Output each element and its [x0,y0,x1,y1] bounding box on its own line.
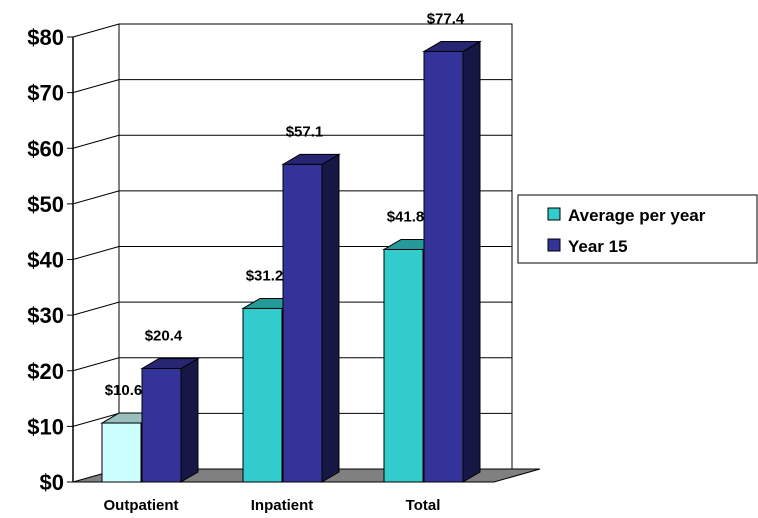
bar-front [423,50,464,483]
bar-front [101,422,142,483]
bar-side [321,153,340,483]
data-label: $20.4 [145,328,183,345]
legend-swatch-average-per-year [547,207,561,221]
bar-inpatient-year-15 [281,153,341,483]
y-tick-label: $10 [27,414,64,439]
legend-swatch-year-15 [547,238,561,252]
y-tick-label: $20 [27,359,64,384]
gridline-depth [72,301,120,316]
gridline-depth [72,246,120,260]
gridline-depth [72,134,120,149]
legend-label-year-15: Year 15 [568,237,628,256]
bars [100,40,482,483]
data-label: $77.4 [427,10,465,27]
y-tick-label: $80 [27,25,64,50]
data-label: $41.8 [387,208,425,225]
y-tick-label: $0 [40,470,64,495]
y-tick-label: $60 [27,136,64,161]
labels: $10.6 $20.4 Outpatient $31.2 $57.1 Inpatient $… [104,10,465,514]
bar-front [141,368,182,483]
gridline-depth [72,190,120,205]
data-label: $10.6 [105,382,143,399]
x-tick-label: Total [406,497,441,514]
bar-total-year-15 [422,40,482,483]
data-label: $57.1 [286,123,324,140]
bar-front [383,248,424,483]
bar-outpatient-year-15 [140,357,200,483]
gridline-depth [72,357,120,372]
gridline-depth [72,412,120,427]
x-tick-label: Outpatient [104,497,179,514]
y-tick-label: $40 [27,248,64,273]
bar-side [462,40,481,483]
y-tick-label: $50 [27,192,64,217]
bar-front [242,307,283,483]
bar-front [282,163,323,483]
legend-label-average-per-year: Average per year [568,206,706,225]
x-tick-label: Inpatient [251,497,314,514]
y-tick-label: $30 [27,303,64,328]
legend-box [517,194,758,264]
legend: Average per year Year 15 [517,194,758,264]
y-tick-label: $70 [27,81,64,106]
gridline-depth [72,79,120,94]
data-label: $31.2 [246,267,284,284]
gridline-depth [72,23,120,38]
bar-side [180,357,199,483]
